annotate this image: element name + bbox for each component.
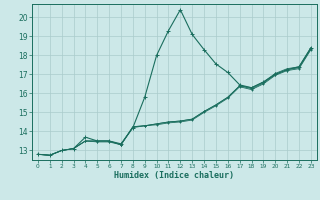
X-axis label: Humidex (Indice chaleur): Humidex (Indice chaleur)	[115, 171, 234, 180]
